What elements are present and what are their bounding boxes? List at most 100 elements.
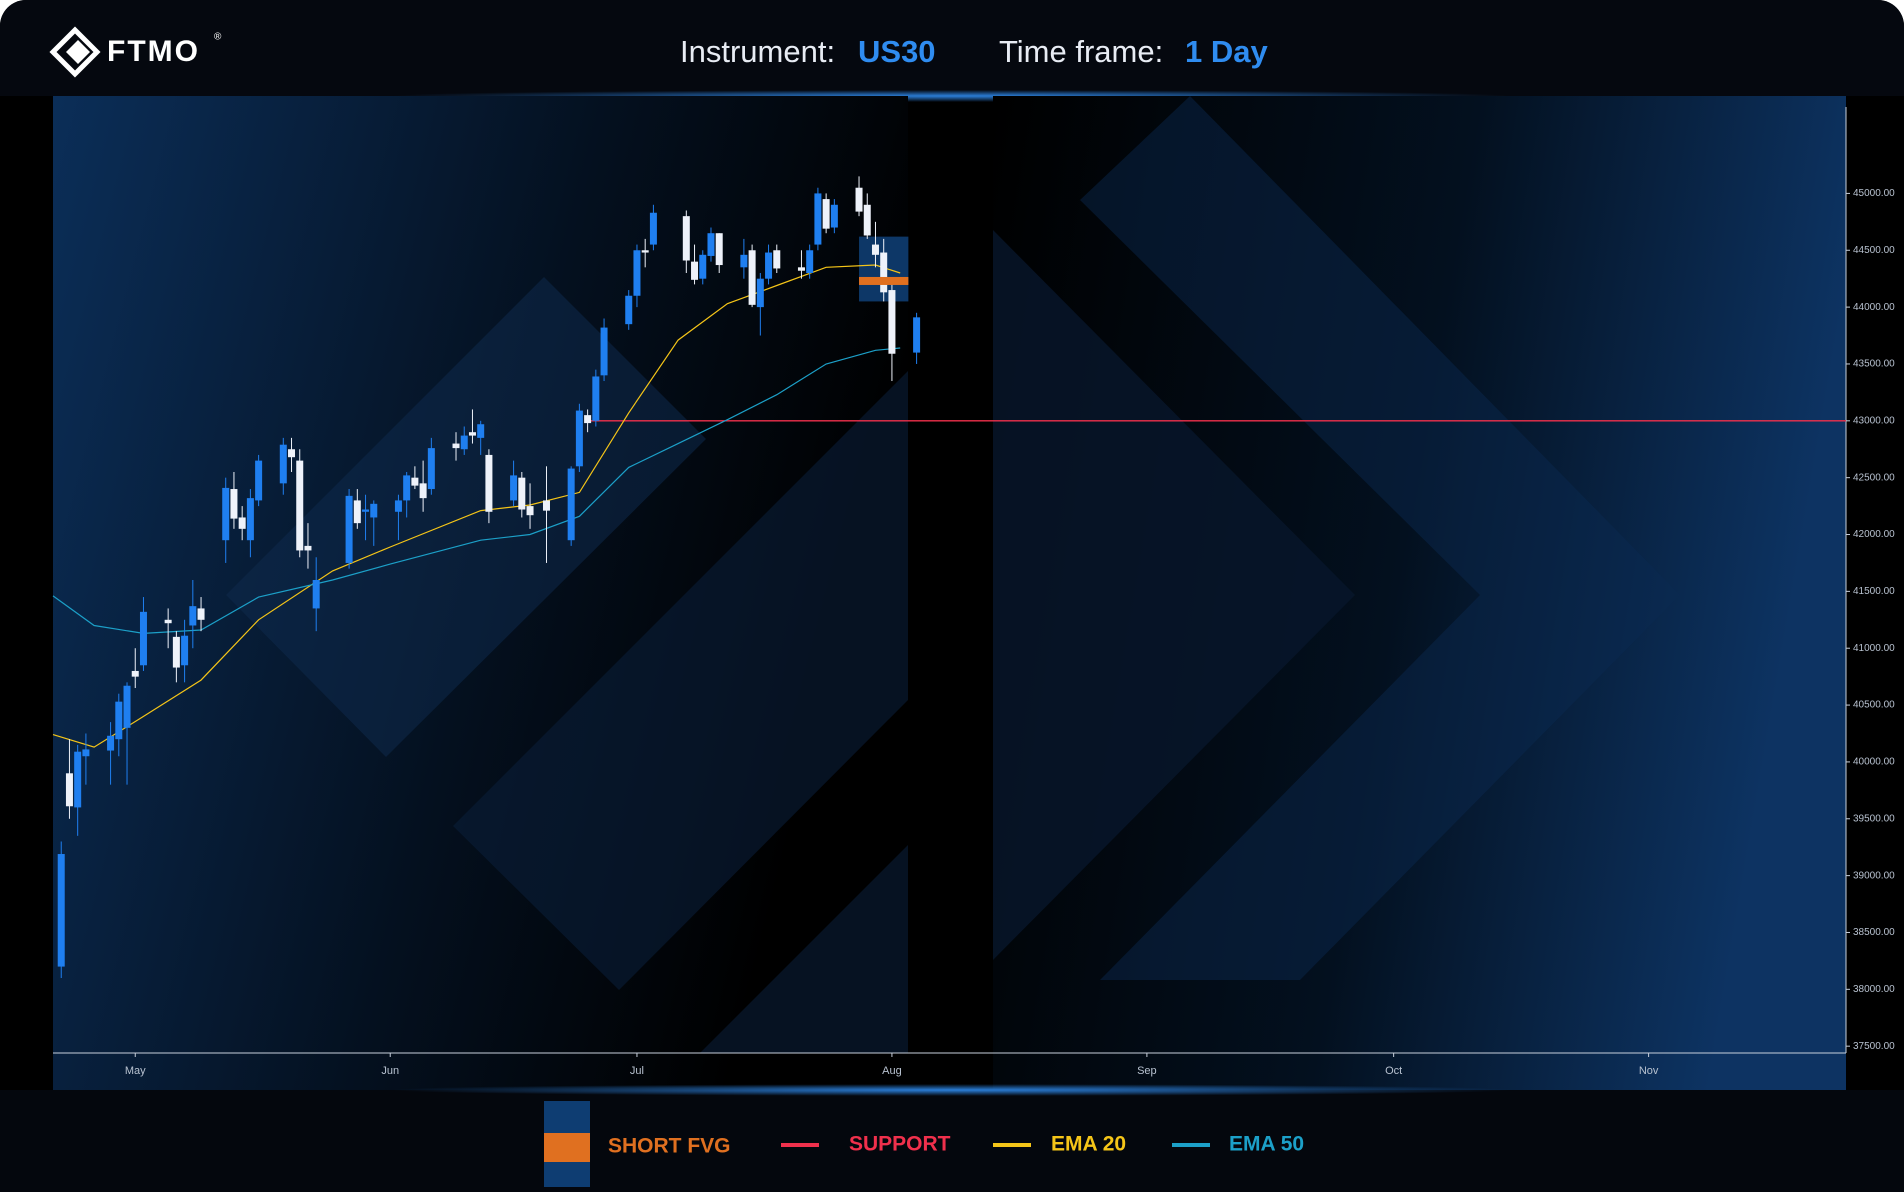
candle-body: [427, 448, 435, 490]
logo-mark: ®: [214, 32, 222, 43]
candle-body: [460, 435, 468, 450]
legend-label: SHORT FVG: [608, 1135, 731, 1158]
logo-icon-inner: [66, 40, 90, 64]
candle-body: [592, 376, 600, 421]
candle-body: [74, 751, 82, 808]
candle-body: [419, 483, 427, 499]
instrument-value: US30: [858, 34, 936, 69]
candle-body: [822, 199, 830, 229]
candle-body: [526, 506, 534, 516]
x-tick-label: Jul: [630, 1065, 644, 1077]
candle-body: [452, 443, 460, 449]
candle-body: [362, 509, 370, 512]
candle-body: [575, 410, 583, 467]
candle-body: [107, 735, 115, 751]
candle-body: [649, 212, 657, 245]
candle-body: [691, 261, 699, 280]
decor-shape: [700, 845, 908, 1053]
candle-body: [806, 250, 814, 274]
candle-body: [65, 773, 73, 807]
candle-body: [394, 500, 402, 512]
ema-line: [52, 347, 901, 635]
candle-body: [279, 444, 287, 484]
candle-body: [880, 252, 888, 293]
y-tick-label: 42000.00: [1853, 529, 1895, 540]
footer-glow: [392, 1084, 1512, 1096]
x-tick-label: Jun: [381, 1065, 399, 1077]
y-tick-label: 38500.00: [1853, 927, 1895, 938]
candle-body: [485, 454, 493, 512]
candle-body: [707, 233, 715, 256]
candle-body: [411, 477, 419, 486]
decor-chevron: [993, 230, 1355, 960]
instrument-label: Instrument:: [680, 34, 835, 69]
y-tick-label: 39500.00: [1853, 813, 1895, 824]
timeframe-value: 1 Day: [1185, 34, 1268, 69]
y-tick-label: 41500.00: [1853, 586, 1895, 597]
y-tick-label: 44500.00: [1853, 245, 1895, 256]
candle-body: [57, 854, 65, 967]
candle-body: [748, 250, 756, 305]
candle-body: [765, 252, 773, 279]
candle-body: [871, 244, 879, 255]
y-tick-label: 42500.00: [1853, 472, 1895, 483]
candle-body: [797, 267, 805, 271]
legend-label: EMA 20: [1051, 1133, 1126, 1156]
logo[interactable]: FTMO ®: [49, 26, 222, 78]
candle-body: [913, 317, 921, 353]
candle-body: [625, 295, 633, 325]
candle-body: [131, 670, 139, 677]
x-tick-label: Oct: [1385, 1065, 1402, 1077]
candle-body: [82, 749, 90, 757]
candle-body: [115, 701, 123, 740]
candle-body: [304, 545, 312, 551]
candle-body: [633, 250, 641, 296]
y-tick-label: 37500.00: [1853, 1041, 1895, 1052]
y-tick-label: 39000.00: [1853, 870, 1895, 881]
candle-body: [189, 606, 197, 626]
legend-label: EMA 50: [1229, 1133, 1304, 1156]
timeframe-label: Time frame:: [999, 34, 1163, 69]
x-tick-label: Nov: [1639, 1065, 1659, 1077]
candle-body: [288, 449, 296, 458]
x-tick-label: Sep: [1137, 1065, 1157, 1077]
y-tick-label: 43000.00: [1853, 415, 1895, 426]
candle-body: [139, 611, 147, 666]
logo-icon: [49, 26, 101, 78]
candle-body: [510, 475, 518, 501]
y-tick-label: 45000.00: [1853, 188, 1895, 199]
candle-body: [715, 233, 723, 266]
candle-body: [246, 498, 254, 541]
y-tick-label: 40000.00: [1853, 757, 1895, 768]
candle-body: [296, 460, 304, 551]
y-tick-label: 43500.00: [1853, 359, 1895, 370]
candle-body: [468, 432, 476, 436]
candle-body: [518, 477, 526, 510]
y-tick-label: 38000.00: [1853, 984, 1895, 995]
candle-body: [855, 187, 863, 212]
candle-body: [230, 489, 238, 519]
candle-body: [863, 204, 871, 236]
x-tick-label: May: [125, 1065, 146, 1077]
logo-text: FTMO: [107, 35, 200, 68]
legend-fvg-swatch-band: [544, 1133, 590, 1162]
candle-body: [830, 204, 838, 228]
decor-chevron: [1080, 96, 1680, 980]
legend-label: SUPPORT: [849, 1133, 951, 1156]
footer-background: [0, 1090, 1904, 1192]
candle-body: [641, 250, 649, 253]
candle-body: [123, 685, 131, 728]
candle-body: [567, 468, 575, 541]
candle-body: [682, 216, 690, 261]
candle-body: [814, 193, 822, 245]
candle-body: [181, 635, 189, 666]
candle-body: [600, 327, 608, 376]
candle-body: [222, 487, 230, 541]
candle-body: [542, 500, 550, 511]
candle-body: [172, 636, 180, 668]
candle-body: [699, 254, 707, 279]
candle-body: [370, 503, 378, 518]
candle-body: [353, 500, 361, 524]
candle-body: [197, 608, 205, 620]
